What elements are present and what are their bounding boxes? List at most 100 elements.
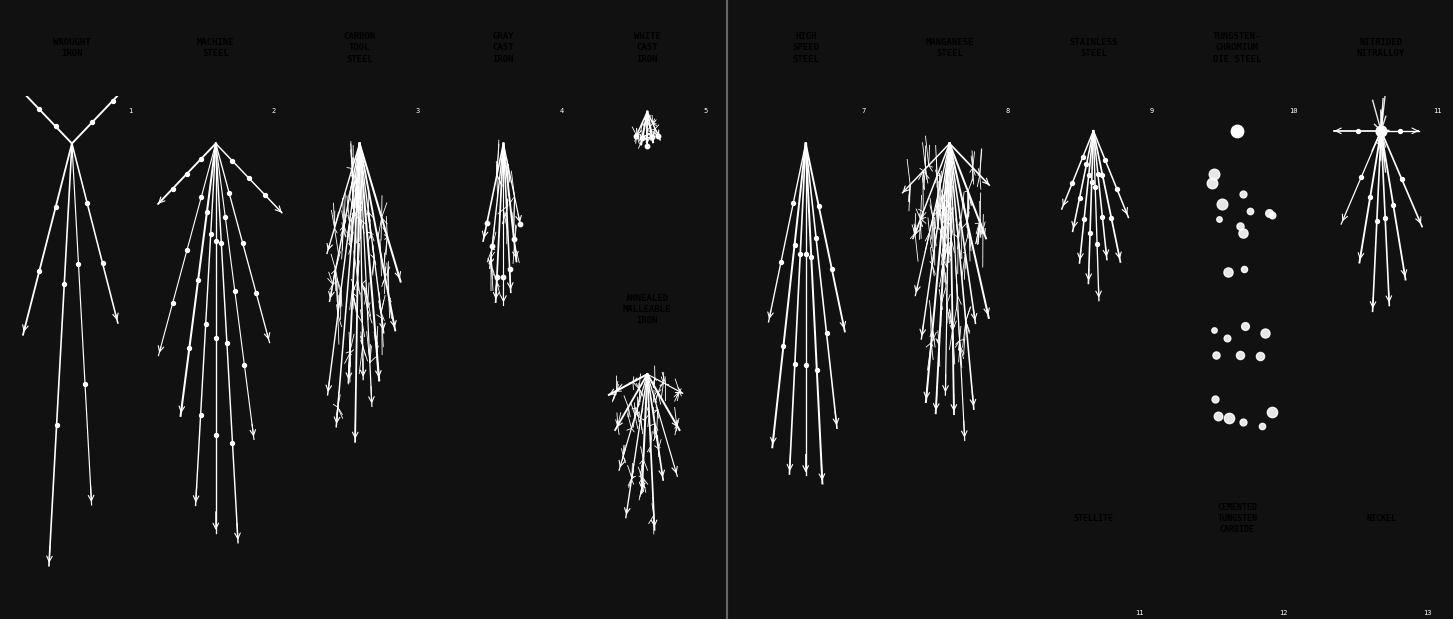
Text: STELLITE: STELLITE [1074,514,1113,523]
Point [231,238,254,248]
Point [1207,214,1231,224]
Text: 5: 5 [703,108,708,115]
Point [625,131,648,141]
Point [793,360,817,370]
Point [1085,239,1109,249]
Point [1061,178,1084,188]
Point [203,236,228,246]
Point [1072,214,1096,224]
Point [1091,212,1114,222]
Point [1094,155,1117,165]
Point [805,365,828,375]
Point [1232,264,1255,274]
Point [636,141,660,151]
Point [161,298,185,308]
Point [221,156,244,166]
Point [74,379,97,389]
Text: 4: 4 [559,108,564,115]
Point [100,96,124,106]
Point [254,191,278,201]
Point [209,238,232,248]
Text: 13: 13 [1422,610,1431,616]
Point [806,201,830,211]
Point [189,410,212,420]
Point [793,249,817,259]
Point [161,184,185,194]
Point [1084,183,1107,193]
Text: HIGH
SPEED
STEEL: HIGH SPEED STEEL [792,32,819,64]
Point [1382,201,1405,210]
Point [1202,170,1225,180]
Point [1254,328,1277,338]
Point [214,212,237,222]
Text: 8: 8 [1005,108,1010,115]
Text: TUNGSTEN-
CHROMIUM
DIE STEEL: TUNGSTEN- CHROMIUM DIE STEEL [1213,32,1261,64]
Point [1359,192,1382,202]
Text: MACHINE
STEEL: MACHINE STEEL [198,38,234,58]
Text: CARBON
TOOL
STEEL: CARBON TOOL STEEL [343,32,376,64]
Point [815,328,838,338]
Point [1251,421,1274,431]
Point [1232,417,1255,427]
Point [1078,228,1101,238]
Point [1091,170,1114,180]
Point [631,133,654,143]
Text: 11: 11 [1433,108,1441,115]
Point [1366,216,1389,226]
Text: 9: 9 [1149,108,1154,115]
Point [1369,126,1392,136]
Text: MANGANESE
STEEL: MANGANESE STEEL [926,38,974,58]
Point [1075,159,1098,169]
Point [1080,177,1103,187]
Point [789,249,812,259]
Text: 1: 1 [128,108,132,115]
Point [782,198,805,208]
Text: 10: 10 [1289,108,1298,115]
Point [1071,152,1094,162]
Point [199,229,222,239]
Point [67,259,90,269]
Point [1345,126,1369,136]
Point [1203,394,1226,404]
Point [1215,334,1238,344]
Point [221,438,244,448]
Text: CEMENTED
TUNGSTEN
CARBIDE: CEMENTED TUNGSTEN CARBIDE [1218,503,1257,534]
Point [1260,210,1283,220]
Text: WHITE
CAST
IRON: WHITE CAST IRON [634,32,661,64]
Point [44,121,67,131]
Point [176,245,199,254]
Point [186,275,209,285]
Point [1210,199,1234,209]
Point [52,279,76,289]
Point [28,266,51,276]
Text: WROUGHT
IRON: WROUGHT IRON [54,38,90,58]
Point [190,191,214,201]
Text: 2: 2 [272,108,276,115]
Point [1200,178,1223,188]
Point [805,233,828,243]
Point [491,272,516,282]
Point [1260,407,1283,417]
Point [203,430,228,440]
Point [799,252,822,262]
Text: 7: 7 [862,108,866,115]
Point [1248,351,1271,361]
Point [176,169,199,179]
Point [647,131,670,141]
Point [1229,221,1252,231]
Point [485,272,509,282]
Point [1087,169,1110,179]
Point [819,264,843,274]
Point [177,343,201,353]
Text: ANNEALED
MALLEABLE
IRON: ANNEALED MALLEABLE IRON [623,294,671,325]
Point [218,188,241,198]
Point [1388,126,1411,136]
Point [28,105,51,115]
Point [1257,209,1280,219]
Text: GRAY
CAST
IRON: GRAY CAST IRON [493,32,514,64]
Point [203,333,228,343]
Point [215,338,238,348]
Point [1229,350,1252,360]
Point [783,359,806,369]
Point [1205,350,1228,360]
